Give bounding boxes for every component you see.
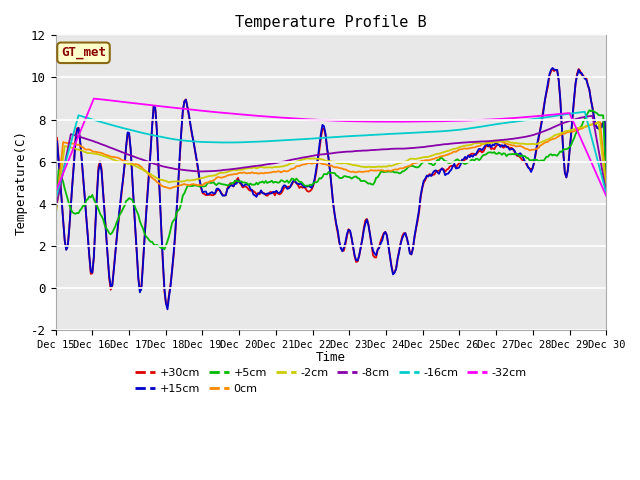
+15cm <box>164 306 172 312</box>
+15cm <box>294 181 301 187</box>
+5cm <box>245 182 253 188</box>
+5cm <box>586 108 593 113</box>
-8cm <box>216 168 223 173</box>
-32cm <box>294 116 301 121</box>
-2cm <box>572 126 579 132</box>
+5cm <box>119 206 127 212</box>
+5cm <box>161 246 168 252</box>
Line: +15cm: +15cm <box>56 68 606 309</box>
+15cm <box>602 172 610 178</box>
-16cm <box>602 191 610 196</box>
-2cm <box>234 167 242 173</box>
+30cm <box>52 178 60 184</box>
-2cm <box>52 214 60 220</box>
Y-axis label: Temperature(C): Temperature(C) <box>15 130 28 235</box>
0cm <box>243 170 251 176</box>
+30cm <box>164 303 172 309</box>
-32cm <box>236 111 243 117</box>
-2cm <box>243 166 251 171</box>
-16cm <box>216 140 223 145</box>
0cm <box>596 119 604 125</box>
0cm <box>572 128 579 133</box>
+30cm <box>294 182 301 188</box>
Line: +30cm: +30cm <box>56 69 606 306</box>
+5cm <box>52 213 60 219</box>
+30cm <box>236 180 243 186</box>
+30cm <box>548 66 556 72</box>
-32cm <box>121 99 129 105</box>
-8cm <box>234 166 242 171</box>
Text: GT_met: GT_met <box>61 46 106 60</box>
-2cm <box>216 170 223 176</box>
-2cm <box>292 159 300 165</box>
Line: -2cm: -2cm <box>56 122 606 217</box>
0cm <box>119 157 127 163</box>
+5cm <box>294 178 301 183</box>
Line: +5cm: +5cm <box>56 110 606 249</box>
0cm <box>234 170 242 176</box>
+15cm <box>245 182 253 188</box>
0cm <box>292 163 300 169</box>
-2cm <box>595 119 602 125</box>
0cm <box>602 185 610 191</box>
+5cm <box>236 179 243 184</box>
-16cm <box>119 125 127 131</box>
X-axis label: Time: Time <box>316 351 346 364</box>
+30cm <box>245 187 253 193</box>
-8cm <box>292 156 300 162</box>
-32cm <box>245 112 253 118</box>
Line: -8cm: -8cm <box>56 116 606 210</box>
-16cm <box>234 140 242 145</box>
-8cm <box>572 116 579 122</box>
-32cm <box>573 127 581 133</box>
+30cm <box>218 190 225 195</box>
-8cm <box>602 190 610 196</box>
-2cm <box>119 159 127 165</box>
+15cm <box>52 180 60 186</box>
-32cm <box>602 193 610 199</box>
-16cm <box>52 197 60 203</box>
-8cm <box>589 113 596 119</box>
-16cm <box>243 139 251 145</box>
-16cm <box>581 109 589 115</box>
0cm <box>52 212 60 217</box>
+30cm <box>575 66 582 72</box>
-32cm <box>90 96 98 101</box>
-8cm <box>119 150 127 156</box>
+5cm <box>602 181 610 187</box>
-32cm <box>218 110 225 116</box>
Title: Temperature Profile B: Temperature Profile B <box>235 15 427 30</box>
Line: -16cm: -16cm <box>56 112 606 200</box>
+5cm <box>573 128 581 134</box>
-8cm <box>52 207 60 213</box>
-32cm <box>52 190 60 195</box>
-8cm <box>243 164 251 170</box>
0cm <box>216 174 223 180</box>
+5cm <box>218 181 225 187</box>
-2cm <box>602 188 610 193</box>
Line: 0cm: 0cm <box>56 122 606 215</box>
Line: -32cm: -32cm <box>56 98 606 196</box>
+15cm <box>548 65 556 71</box>
-16cm <box>292 137 300 143</box>
+15cm <box>236 180 243 185</box>
-16cm <box>572 110 579 116</box>
+30cm <box>119 177 127 183</box>
+30cm <box>602 174 610 180</box>
+15cm <box>575 67 582 72</box>
Legend: +30cm, +15cm, +5cm, 0cm, -2cm, -8cm, -16cm, -32cm: +30cm, +15cm, +5cm, 0cm, -2cm, -8cm, -16… <box>131 364 531 398</box>
+15cm <box>119 177 127 182</box>
+15cm <box>218 191 225 196</box>
